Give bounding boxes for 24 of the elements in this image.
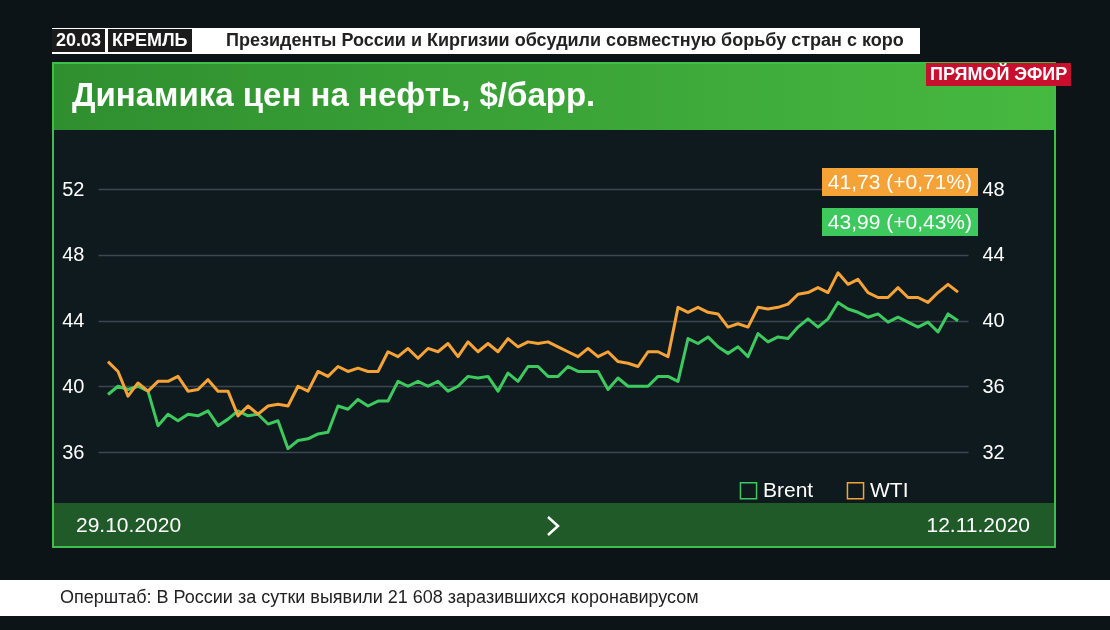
line-series xyxy=(106,300,960,451)
y2-tick-label: 48 xyxy=(982,177,1005,200)
text: ПРЯМОЙ ЭФИР xyxy=(926,63,1072,86)
y-tick-label: 36 xyxy=(62,440,85,463)
annotation: 41,73 (+0,71%) xyxy=(821,168,978,196)
chart-title: Динамика цен на нефть, $/барр. xyxy=(72,76,596,114)
legend-label: WTI xyxy=(870,477,909,501)
text: 12.11.2020 xyxy=(925,512,1031,538)
text: Оперштаб: В России за сутки выявили 21 608 заразившихся коронавирусом xyxy=(56,586,703,609)
y-tick-label: 48 xyxy=(62,243,85,266)
y2-tick-label: 36 xyxy=(982,374,1005,397)
y-tick-label: 52 xyxy=(62,177,85,200)
y-tick-label: 40 xyxy=(62,374,85,397)
text: Президенты России и Киргизии обсудили совместную борьбу стран с коро xyxy=(222,29,908,52)
y2-tick-label: 40 xyxy=(982,309,1005,331)
y2-tick-label: 44 xyxy=(982,243,1005,266)
line-series xyxy=(106,271,960,418)
y2-tick-label: 32 xyxy=(982,440,1005,463)
text: 20.03 xyxy=(52,29,106,52)
y-tick-label: 44 xyxy=(62,309,85,331)
text: КРЕМЛЬ xyxy=(108,29,192,52)
text: 29.10.2020 xyxy=(75,512,183,538)
legend-label: Brent xyxy=(763,477,814,501)
annotation: 43,99 (+0,43%) xyxy=(821,208,978,236)
